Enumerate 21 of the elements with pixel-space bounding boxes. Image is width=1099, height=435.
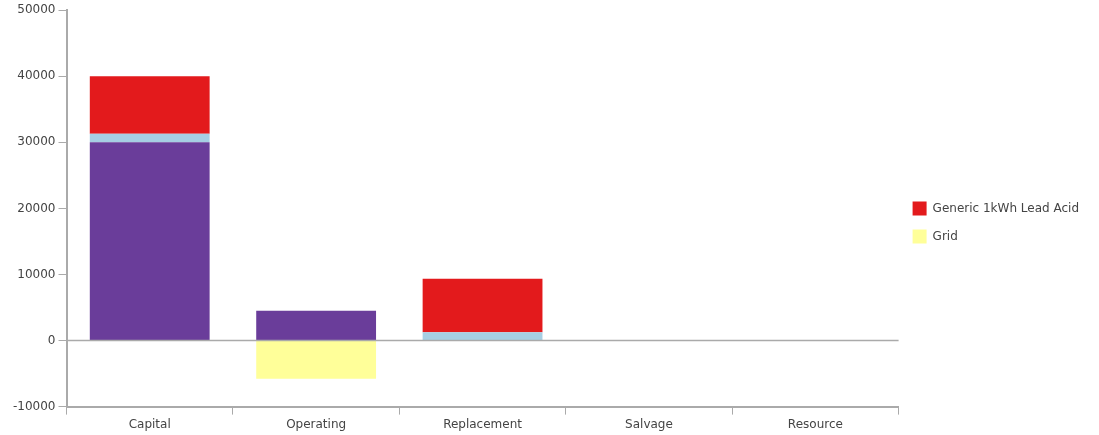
bar: [89, 76, 210, 134]
x-tick-label: Resource: [787, 416, 843, 431]
bar: [422, 278, 543, 333]
bar: [89, 133, 210, 143]
y-tick-label: -10000: [12, 398, 56, 413]
y-tick-label: 10000: [17, 266, 56, 281]
x-tick-label: Capital: [128, 416, 171, 431]
y-tick-label: 50000: [17, 2, 56, 17]
bar: [256, 341, 377, 379]
x-tick-label: Replacement: [443, 416, 523, 431]
y-tick-label: 30000: [17, 134, 56, 149]
x-tick-label: Salvage: [625, 416, 673, 431]
x-tick-label: Operating: [286, 416, 347, 431]
legend-label: Generic 1kWh Lead Acid: [932, 200, 1080, 215]
legend-label: Grid: [932, 228, 958, 243]
y-tick-label: 20000: [17, 200, 56, 215]
y-tick-label: 40000: [17, 68, 56, 83]
bar: [256, 310, 377, 341]
bar: [89, 142, 210, 341]
bar: [422, 332, 543, 341]
y-tick-label: 0: [47, 332, 56, 347]
